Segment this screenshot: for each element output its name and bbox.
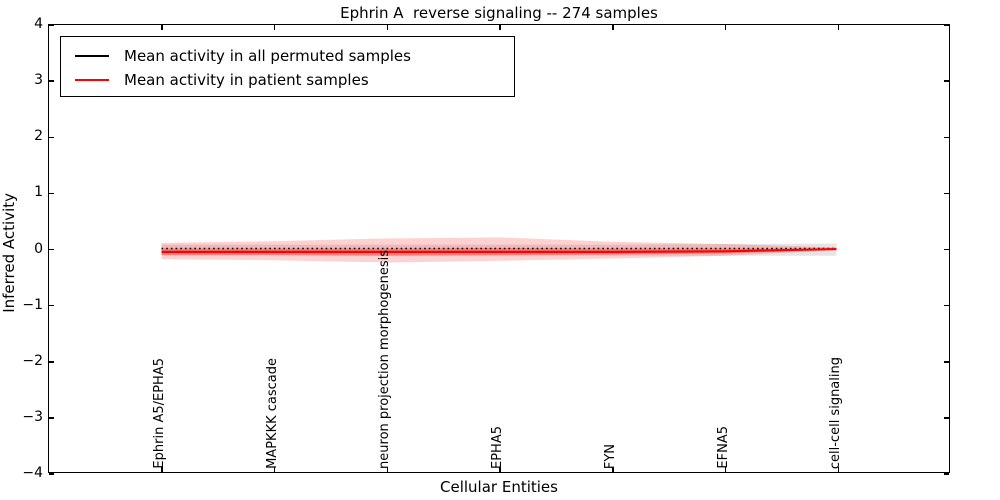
y-tick [49, 361, 54, 363]
x-tick [837, 25, 839, 30]
y-tick [49, 473, 54, 475]
x-tick-label: MAPKKK cascade [264, 358, 280, 469]
x-tick [161, 25, 163, 30]
y-tick-label: 4 [34, 16, 43, 32]
x-tick [612, 25, 614, 30]
legend: Mean activity in all permuted samples Me… [60, 36, 515, 97]
y-tick [49, 136, 54, 138]
x-tick [499, 467, 501, 472]
legend-label: Mean activity in patient samples [124, 71, 369, 89]
y-tick-label: 0 [34, 240, 43, 257]
y-tick [49, 304, 54, 307]
x-tick-label: EFNA5 [715, 426, 731, 469]
x-tick [837, 467, 839, 472]
y-tick [944, 80, 949, 82]
y-tick [944, 248, 949, 251]
y-tick [49, 248, 54, 251]
legend-item: Mean activity in patient samples [61, 68, 514, 92]
y-tick [49, 417, 54, 419]
x-tick [161, 467, 163, 472]
x-tick [612, 467, 614, 472]
legend-line-sample-patient [75, 79, 109, 81]
x-tick-label: Ephrin A5/EPHA5 [151, 358, 167, 469]
chart-canvas [161, 237, 837, 263]
y-tick [944, 304, 949, 307]
legend-label: Mean activity in all permuted samples [124, 47, 411, 65]
plot-frame [48, 24, 950, 475]
x-tick [499, 25, 501, 30]
x-axis-label: Cellular Entities [440, 478, 558, 496]
y-tick [49, 80, 54, 82]
legend-item: Mean activity in all permuted samples [61, 44, 514, 68]
x-tick [724, 467, 727, 472]
x-tick-label: FYN [602, 443, 618, 469]
y-tick-label: −2 [22, 352, 43, 369]
mean-activity-in-patient-samples-line [161, 247, 837, 253]
y-tick-label: 3 [34, 72, 43, 89]
x-tick [386, 25, 388, 30]
x-tick-label: neuron projection morphogenesis [377, 250, 393, 469]
y-tick [944, 473, 949, 475]
x-tick-label: EPHA5 [490, 426, 505, 469]
y-tick [944, 417, 949, 419]
y-tick-label: −1 [22, 296, 43, 313]
y-tick [49, 192, 54, 195]
x-tick [273, 25, 276, 30]
patient-range-outer-band [161, 237, 837, 263]
x-tick-label: cell-cell signaling [828, 356, 844, 469]
y-tick [944, 136, 949, 138]
y-tick-label: −4 [22, 465, 43, 481]
y-tick [944, 24, 949, 26]
y-tick [49, 24, 54, 26]
plot-title: Ephrin A reverse signaling -- 274 sample… [340, 4, 658, 22]
y-tick-label: 2 [34, 128, 43, 145]
y-tick [944, 361, 949, 363]
x-tick [386, 467, 388, 472]
y-tick [944, 192, 949, 195]
legend-line-sample-permuted [75, 55, 109, 57]
x-tick [273, 467, 276, 472]
y-tick-label: −3 [22, 408, 43, 425]
y-tick-label: 1 [34, 184, 43, 201]
x-tick [724, 25, 727, 30]
